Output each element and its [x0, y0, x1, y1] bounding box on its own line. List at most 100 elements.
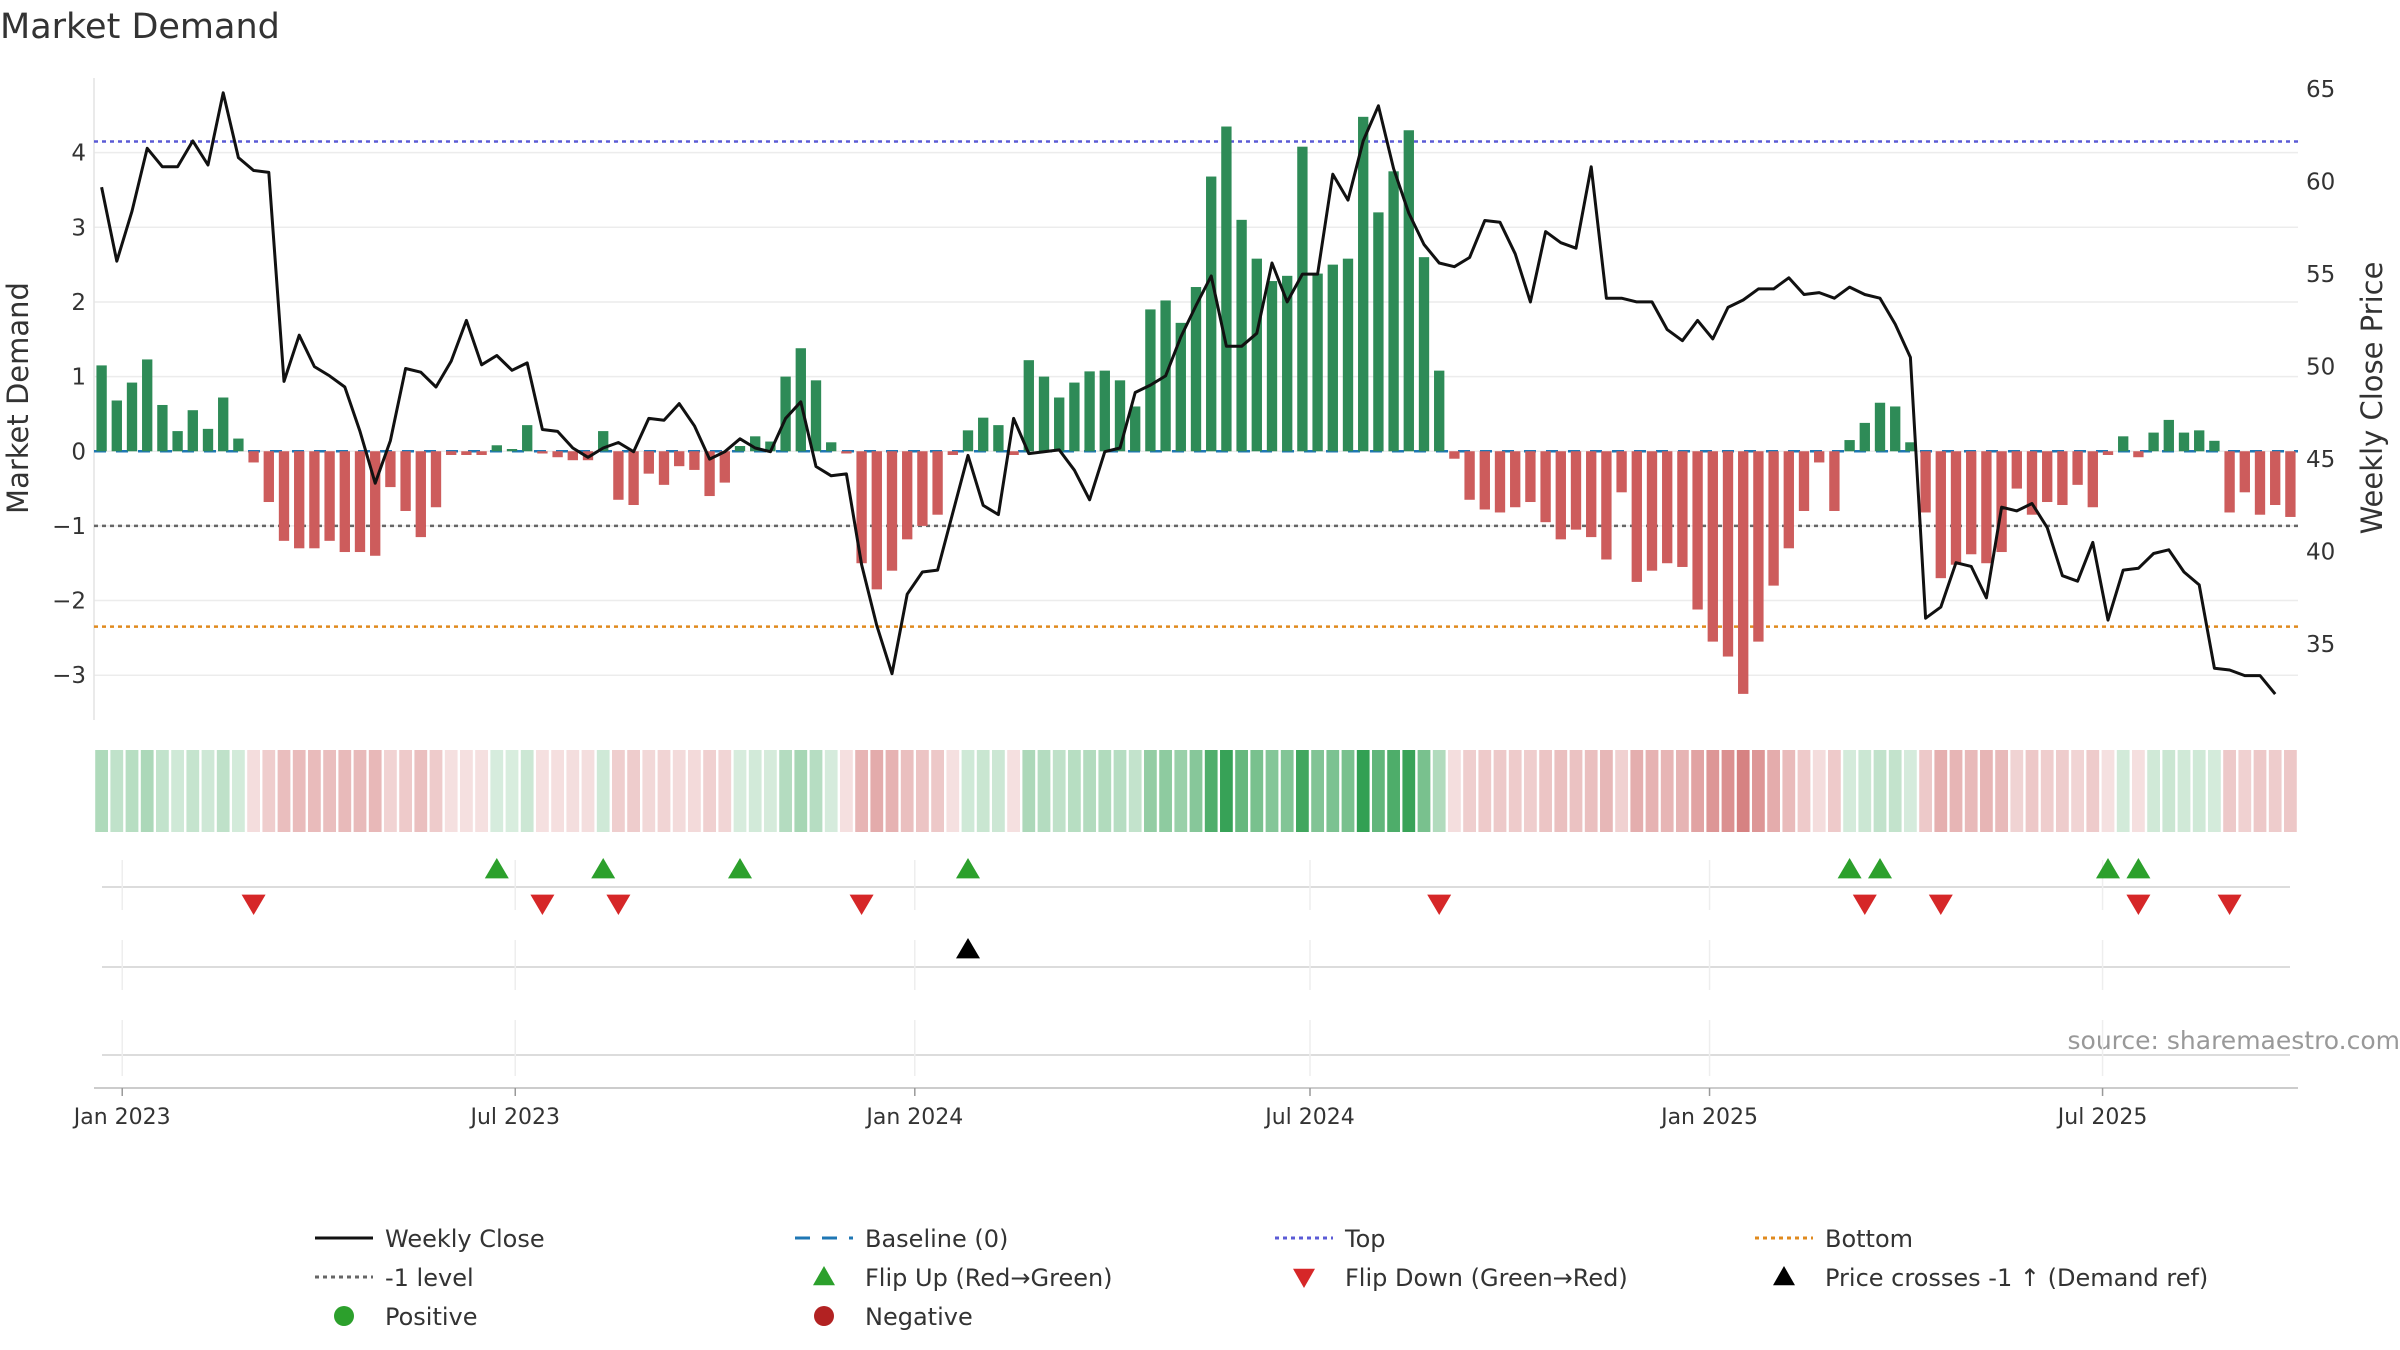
- heat-cell: [703, 750, 716, 832]
- negative-bar: [689, 451, 700, 470]
- negative-bar: [1479, 451, 1490, 510]
- positive-bar: [233, 438, 244, 452]
- heat-cell: [1782, 750, 1796, 832]
- negative-bar: [1449, 451, 1460, 459]
- negative-bar: [248, 451, 259, 463]
- positive-bar: [1434, 370, 1445, 452]
- heat-cell: [824, 750, 838, 832]
- negative-bar: [1950, 451, 1962, 565]
- positive-bar: [218, 397, 229, 452]
- legend-item-label: Flip Up (Red→Green): [865, 1264, 1113, 1292]
- positive-bar: [810, 380, 822, 452]
- heat-cell: [1250, 750, 1264, 832]
- negative-bar: [2224, 451, 2235, 513]
- x-tick-label: Jan 2024: [864, 1105, 963, 1130]
- negative-bar: [567, 451, 578, 461]
- source-label: source: sharemaestro.com: [2068, 1026, 2400, 1055]
- heat-cell: [490, 750, 504, 832]
- heat-cell: [900, 750, 914, 832]
- legend-item-swatch: [1293, 1268, 1315, 1288]
- heat-cell: [536, 750, 549, 832]
- heat-cell: [748, 750, 762, 832]
- positive-bar: [1069, 382, 1080, 452]
- heat-cell: [1858, 750, 1872, 832]
- heat-cell: [642, 750, 656, 832]
- heat-cell: [885, 750, 899, 832]
- heat-cell: [353, 750, 367, 832]
- negative-bar: [354, 451, 366, 553]
- negative-bar: [1586, 451, 1597, 538]
- left-tick-label: 2: [71, 290, 86, 316]
- positive-bar: [795, 348, 806, 452]
- negative-bar: [1920, 451, 1931, 513]
- negative-bar: [2026, 451, 2038, 515]
- positive-bar: [2118, 436, 2129, 452]
- heat-cell: [1828, 750, 1841, 832]
- flip-up-marker: [591, 858, 616, 879]
- positive-bar: [506, 449, 518, 452]
- heat-cell: [1478, 750, 1492, 832]
- positive-bar: [1418, 257, 1430, 452]
- negative-bar: [1814, 451, 1825, 463]
- positive-bar: [978, 417, 989, 452]
- flip-up-marker: [1868, 858, 1892, 879]
- negative-bar: [2087, 451, 2098, 508]
- x-tick-label: Jul 2024: [1263, 1105, 1355, 1130]
- positive-bar: [491, 445, 502, 452]
- heat-cell: [581, 750, 595, 832]
- heat-cell: [216, 750, 230, 832]
- flip-down-marker: [1852, 894, 1877, 915]
- left-tick-label: 1: [71, 365, 86, 391]
- heat-cell: [612, 750, 625, 832]
- legend-item-swatch: [813, 1266, 835, 1286]
- negative-bar: [1783, 451, 1794, 549]
- negative-bar: [613, 451, 624, 500]
- heat-cell: [1113, 750, 1127, 832]
- heat-cell: [444, 750, 458, 832]
- heat-cell: [368, 750, 382, 832]
- positive-bar: [1844, 440, 1855, 452]
- positive-bar: [1282, 275, 1293, 452]
- positive-bar: [202, 428, 214, 452]
- heat-cell: [1174, 750, 1188, 832]
- left-tick-label: 4: [71, 141, 86, 167]
- negative-bar: [871, 451, 882, 590]
- negative-bar: [1631, 451, 1642, 582]
- heat-cell: [916, 750, 929, 832]
- right-tick-label: 45: [2306, 447, 2335, 473]
- legend-item-swatch: [334, 1306, 354, 1326]
- positive-bar: [1023, 360, 1034, 452]
- heat-cell: [1615, 750, 1628, 832]
- negative-bar: [674, 451, 685, 467]
- negative-bar: [385, 451, 396, 488]
- chart-title: Market Demand: [0, 7, 280, 47]
- heat-cell: [1995, 750, 2008, 832]
- price-line-group: [100, 91, 2277, 696]
- heat-cell: [1387, 750, 1400, 832]
- positive-bar: [2194, 430, 2205, 452]
- heat-cell: [1964, 750, 1978, 832]
- legend-item-label: Positive: [385, 1303, 478, 1331]
- positive-bar: [1859, 422, 1870, 452]
- legend: Weekly Close Baseline (0) Top Bottom -1 leve…: [315, 1225, 2208, 1331]
- heat-cell: [1600, 750, 1613, 832]
- positive-bar: [734, 446, 746, 452]
- heat-cell: [688, 750, 701, 832]
- heat-cell: [171, 750, 184, 832]
- heat-cell: [520, 750, 534, 832]
- heat-cell: [1949, 750, 1963, 832]
- heat-cell: [1676, 750, 1689, 832]
- heat-cell: [1888, 750, 1902, 832]
- heat-cell: [1980, 750, 1993, 832]
- negative-bar: [856, 451, 867, 564]
- heat-cell: [1265, 750, 1279, 832]
- positive-bar: [1905, 442, 1916, 452]
- negative-bar: [1677, 451, 1688, 567]
- positive-bar: [1114, 380, 1126, 452]
- negative-bar: [1981, 451, 1992, 564]
- positive-bar: [1038, 376, 1050, 452]
- heat-cell: [186, 750, 200, 832]
- legend-item-label: -1 level: [385, 1264, 474, 1292]
- legend-item-label: Weekly Close: [385, 1225, 545, 1253]
- right-tick-label: 35: [2306, 632, 2335, 658]
